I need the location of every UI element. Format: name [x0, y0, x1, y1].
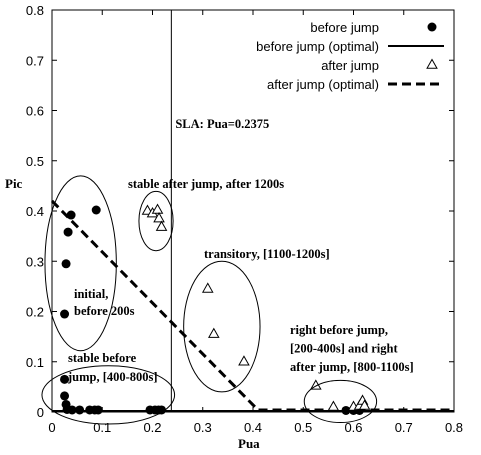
- annotation-transitory: transitory, [1100-1200s]: [204, 247, 330, 261]
- annotation-right-before: after jump, [800-1100s]: [290, 360, 414, 374]
- y-tick-label: 0.3: [26, 254, 44, 269]
- before-jump-point: [75, 405, 85, 415]
- sla-label: SLA: Pua=0.2375: [175, 117, 269, 131]
- legend-label: before jump: [310, 20, 379, 35]
- x-axis-title: Pua: [238, 436, 260, 451]
- after-jump-point: [155, 220, 168, 231]
- before-jump-point: [63, 227, 73, 237]
- y-tick-label: 0.1: [26, 355, 44, 370]
- x-tick-label: 0.5: [294, 420, 312, 435]
- annotation-stable-before: stable before: [68, 351, 137, 365]
- y-tick-label: 0.7: [26, 53, 44, 68]
- annotation-right-before: right before jump,: [290, 323, 388, 337]
- annotation-initial: initial,: [74, 287, 108, 301]
- ellipse-initial: [44, 175, 117, 352]
- annotation-initial: before 200s: [74, 304, 135, 318]
- legend-symbol-triangle: [426, 58, 438, 69]
- before-jump-point: [60, 391, 70, 401]
- legend-label: before jump (optimal): [256, 39, 379, 54]
- y-tick-label: 0.5: [26, 154, 44, 169]
- before-jump-point: [93, 405, 103, 415]
- after-jump-point: [201, 282, 214, 293]
- ellipse-stable-before: [41, 365, 176, 425]
- after-jump-point: [327, 400, 340, 411]
- x-tick-label: 0: [48, 420, 55, 435]
- after-jump-point: [238, 355, 250, 366]
- ellipse-transitory: [183, 260, 261, 393]
- before-jump-point: [341, 405, 351, 415]
- legend-symbol-circle: [427, 22, 437, 32]
- legend-label: after jump: [321, 58, 379, 73]
- x-tick-label: 0.7: [395, 420, 413, 435]
- cluster-annotations: stable after jump, after 1200s transitory…: [67, 177, 414, 384]
- axis-ticks: 0 0.1 0.2 0.3 0.4 0.5 0.6 0.7 0.8 0 0.1 0.2 0.3 0.4 0.…: [26, 3, 463, 435]
- x-tick-label: 0.3: [194, 420, 212, 435]
- before-jump-point: [67, 405, 77, 415]
- sla-reference: SLA: Pua=0.2375: [170, 10, 269, 412]
- y-tick-label: 0.4: [26, 204, 44, 219]
- annotation-right-before: [200-400s] and right: [290, 342, 398, 356]
- annotation-stable-before: jump, [400-800s]: [67, 370, 158, 384]
- optimal-lines: [50, 199, 454, 412]
- y-axis-title: Pic: [5, 176, 23, 191]
- y-tick-label: 0.2: [26, 305, 44, 320]
- x-tick-label: 0.8: [445, 420, 463, 435]
- before-jump-point: [91, 205, 101, 215]
- before-jump-point: [61, 259, 71, 269]
- before-jump-point: [60, 309, 70, 319]
- cluster-ellipses: [41, 175, 378, 425]
- after-jump-point: [208, 327, 220, 338]
- y-tick-label: 0: [37, 405, 44, 420]
- after-jump-point: [151, 203, 164, 214]
- before-jump-point: [66, 210, 76, 220]
- y-tick-label: 0.6: [26, 104, 44, 119]
- legend: before jump before jump (optimal) after ju…: [256, 20, 444, 92]
- x-tick-label: 0.6: [344, 420, 362, 435]
- data-points: [60, 203, 371, 415]
- annotation-stable-after: stable after jump, after 1200s: [128, 177, 284, 191]
- after-jump-point: [358, 399, 371, 410]
- before-jump-point: [60, 374, 70, 384]
- ellipse-stable-after: [138, 190, 174, 252]
- legend-label: after jump (optimal): [267, 77, 379, 92]
- x-tick-label: 0.1: [93, 420, 111, 435]
- x-tick-label: 0.4: [244, 420, 262, 435]
- before-jump-point: [157, 405, 167, 415]
- x-tick-label: 0.2: [143, 420, 161, 435]
- y-tick-label: 0.8: [26, 3, 44, 18]
- ellipse-right-before: [303, 379, 378, 424]
- after-jump-optimal-line: [50, 199, 454, 412]
- after-jump-point: [153, 212, 165, 223]
